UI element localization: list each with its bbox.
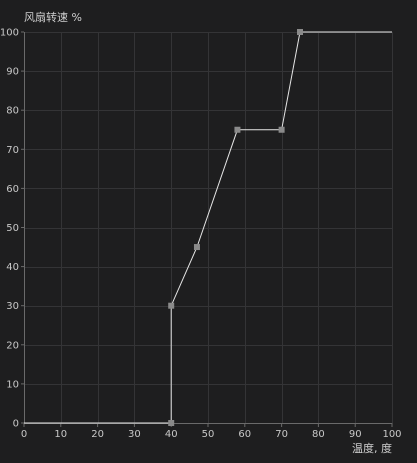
axes [21, 31, 393, 427]
series-layer [24, 31, 392, 424]
y-axis-title: 风扇转速 % [24, 10, 82, 24]
x-tick-label-10: 10 [54, 429, 67, 440]
grid [24, 32, 393, 424]
y-tick-label-50: 50 [6, 223, 19, 234]
y-tick-label-40: 40 [6, 262, 19, 273]
x-tick-label-90: 90 [349, 429, 362, 440]
x-tick-label-50: 50 [202, 429, 215, 440]
y-tick-label-20: 20 [6, 340, 19, 351]
curve-point-0[interactable] [168, 420, 175, 426]
x-tick-label-70: 70 [275, 429, 288, 440]
curve-point-4[interactable] [278, 126, 285, 133]
series-line-0 [24, 31, 392, 424]
y-tick-label-90: 90 [6, 67, 19, 78]
y-tick-label-60: 60 [6, 184, 19, 195]
y-tick-label-30: 30 [6, 301, 19, 312]
y-tick-label-0: 0 [13, 419, 19, 430]
point-layer [168, 29, 303, 426]
curve-point-1[interactable] [168, 302, 175, 309]
x-tick-label-80: 80 [312, 429, 325, 440]
y-tick-label-70: 70 [6, 145, 19, 156]
curve-point-5[interactable] [297, 29, 303, 35]
y-tick-label-10: 10 [6, 379, 19, 390]
x-tick-label-60: 60 [238, 429, 251, 440]
y-tick-label-100: 100 [0, 28, 19, 39]
x-tick-label-20: 20 [91, 429, 104, 440]
y-tick-label-80: 80 [6, 106, 19, 117]
tick-labels: 0 10 20 30 40 50 60 70 80 90 100 0 10 20 30 40 50 60 70 80 9… [0, 28, 402, 441]
x-tick-label-0: 0 [21, 429, 27, 440]
curve-point-3[interactable] [234, 126, 241, 133]
x-axis-title: 温度, 度 [352, 441, 392, 455]
curve-point-2[interactable] [193, 244, 200, 251]
x-tick-label-100: 100 [382, 429, 401, 440]
x-tick-label-40: 40 [165, 429, 178, 440]
x-tick-label-30: 30 [128, 429, 141, 440]
